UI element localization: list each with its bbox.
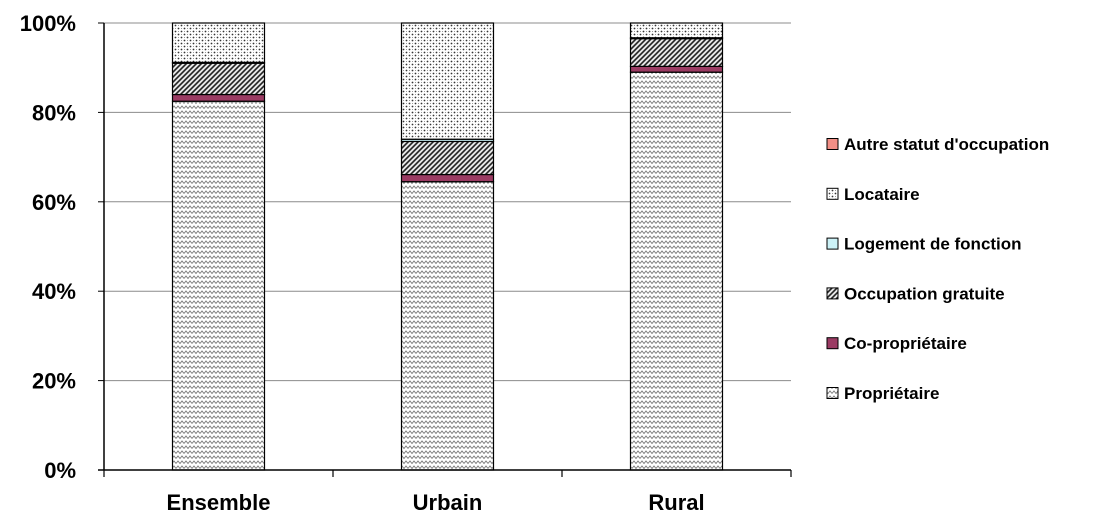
bar-stack-urbain [400,22,495,471]
legend-label: Locataire [844,185,920,204]
bar-segment-proprietaire [400,181,495,471]
bar-segment-occupation-gratuite [400,140,495,176]
legend: Autre statut d'occupation Locataire Logeme… [826,135,1049,403]
legend-item-co-proprietaire: Co-propriétaire [826,334,967,353]
legend-swatch [826,287,839,300]
bar-segment-co-proprietaire [629,65,724,73]
legend-item-logement-de-fonction: Logement de fonction [826,235,1022,254]
legend-label: Logement de fonction [844,235,1022,254]
x-tick-label: Ensemble [167,490,271,515]
y-tick-label: 20% [32,369,76,394]
bars [171,22,724,471]
bar-segment-locataire [171,22,266,63]
legend-item-proprietaire: Propriétaire [826,384,939,403]
axes [98,23,792,477]
legend-label: Autre statut d'occupation [844,135,1049,154]
legend-label: Propriétaire [844,384,939,403]
bar-stack-rural [629,22,724,471]
bar-segment-proprietaire [171,100,266,471]
legend-swatch [826,387,839,399]
legend-label: Occupation gratuite [844,284,1005,303]
legend-swatch [826,237,839,250]
bar-segment-co-proprietaire [400,173,495,183]
legend-swatch [826,187,839,200]
x-tick-labels: Ensemble Urbain Rural [167,490,705,515]
bar-stack-ensemble [171,22,266,471]
legend-item-autre-statut-d-occupation: Autre statut d'occupation [826,135,1049,154]
legend-swatch [826,138,839,150]
y-tick-labels: 0% 20% 40% 60% 80% 100% [20,11,76,483]
legend-label: Co-propriétaire [844,334,967,353]
bar-segment-proprietaire [629,71,724,471]
bar-segment-occupation-gratuite [629,38,724,67]
bar-segment-co-proprietaire [171,93,266,102]
y-tick-label: 60% [32,190,76,215]
x-tick-label: Rural [648,490,704,515]
y-tick-label: 80% [32,100,76,125]
legend-swatch [826,337,839,350]
y-tick-label: 0% [44,458,76,483]
y-tick-label: 100% [20,11,76,36]
bar-segment-locataire [629,22,724,39]
x-tick-label: Urbain [413,490,483,515]
y-tick-label: 40% [32,279,76,304]
legend-item-occupation-gratuite: Occupation gratuite [826,284,1005,303]
bar-segment-occupation-gratuite [171,62,266,96]
bar-segment-locataire [400,22,495,140]
legend-item-locataire: Locataire [826,185,920,204]
